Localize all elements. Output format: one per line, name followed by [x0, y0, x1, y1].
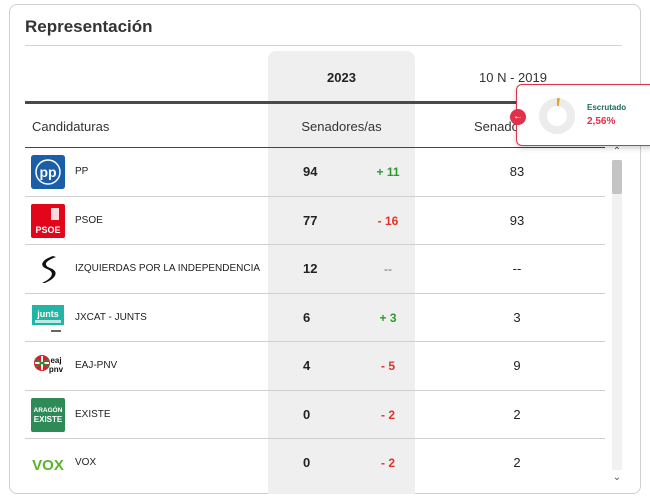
seats-previous: --	[512, 261, 522, 276]
seats-current: 0	[303, 406, 311, 422]
seats-current: 77	[303, 212, 318, 228]
psoe-logo: PSOE	[31, 203, 65, 238]
scrutiny-label: Escrutado	[587, 103, 627, 112]
pnv-logo: eaj pnv	[31, 349, 65, 383]
seats-diff: --	[384, 262, 392, 276]
party-name: PP	[75, 166, 89, 177]
vox-logo-text: VOX	[32, 457, 64, 474]
party-name: PSOE	[75, 214, 103, 226]
party-name: VOX	[75, 457, 97, 468]
vox-logo: VOX	[31, 446, 65, 480]
svg-text:pnv: pnv	[49, 365, 64, 374]
seats-diff: + 11	[376, 165, 400, 179]
scrutiny-value: 2,56%	[587, 116, 616, 127]
junts-logo-mark: junts	[32, 304, 64, 332]
seats-diff: - 2	[380, 456, 395, 470]
seats-diff: - 16	[377, 213, 399, 228]
table-row: junts JxCAT - JUNTS 6 + 3 3	[25, 294, 605, 342]
table-row: PSOE PSOE 77 - 16 93	[25, 197, 605, 245]
header-thick-divider	[25, 101, 622, 104]
seats-previous: 2	[513, 406, 521, 422]
seats-current: 0	[303, 455, 311, 470]
izquierdas-logo-mark	[42, 256, 56, 283]
title-divider	[25, 45, 622, 46]
scrutiny-donut	[539, 98, 575, 134]
pp-logo-mark: pp	[31, 155, 65, 189]
col-header-senadores: Senadores/as	[301, 119, 382, 134]
table-row: ARAGÓN EXISTE EXISTE 0 - 2 2	[25, 391, 605, 439]
current-year-column	[268, 51, 415, 494]
existe-logo: ARAGÓN EXISTE	[31, 397, 65, 432]
col-header-senadores-prev: Senado	[474, 119, 519, 134]
izquierdas-logo	[31, 252, 65, 286]
pp-logo-text: pp	[39, 164, 56, 180]
scrutiny-popup: ← Escrutado 2,56%	[510, 84, 650, 146]
results-table: pp PP 94 + 11 83 PSOE PSOE 77 - 16 93 IZ…	[25, 148, 605, 488]
junts-logo-text: junts	[36, 309, 59, 319]
col-header-candidaturas: Candidaturas	[32, 119, 110, 134]
table-row: IZQUIERDAS POR LA INDEPENDENCIA 12 -- --	[25, 245, 605, 294]
seats-current: 94	[303, 164, 318, 179]
seats-diff: - 2	[380, 407, 395, 422]
psoe-logo-text: PSOE	[35, 225, 60, 235]
seats-current: 4	[303, 358, 311, 373]
seats-current: 6	[303, 309, 311, 325]
seats-current: 12	[303, 261, 318, 276]
seats-previous: 83	[509, 164, 525, 179]
year-current-header: 2023	[327, 70, 356, 85]
page-title: Representación	[25, 17, 153, 36]
seats-previous: 9	[513, 358, 521, 373]
svg-text:eaj: eaj	[50, 356, 61, 365]
scroll-track[interactable]	[612, 160, 622, 470]
donut-track	[539, 98, 575, 134]
svg-text:EXISTE: EXISTE	[34, 415, 63, 424]
pnv-logo-mark: eaj pnv	[34, 355, 64, 374]
seats-diff: - 5	[380, 359, 395, 373]
seats-previous: 93	[509, 212, 525, 228]
donut-fill	[539, 98, 575, 134]
scroll-thumb[interactable]	[612, 160, 622, 194]
pp-logo: pp	[31, 155, 65, 189]
party-name: JxCAT - JUNTS	[75, 311, 147, 323]
party-name: EAJ-PNV	[75, 360, 118, 371]
year-previous-header: 10 N - 2019	[479, 70, 547, 85]
seats-diff: + 3	[379, 310, 397, 325]
scroll-down-icon[interactable]: ⌄	[612, 472, 622, 483]
table-row: pp PP 94 + 11 83	[25, 148, 605, 197]
seats-previous: 3	[513, 309, 521, 325]
junts-logo: junts	[31, 300, 65, 335]
table-scrollbar[interactable]: ⌃ ⌄	[610, 146, 624, 484]
scroll-up-icon[interactable]: ⌃	[612, 146, 622, 157]
svg-text:ARAGÓN: ARAGÓN	[34, 405, 63, 414]
party-name: IZQUIERDAS POR LA INDEPENDENCIA	[75, 263, 261, 274]
arrow-left-icon[interactable]: ←	[510, 109, 526, 125]
table-row: VOX VOX 0 - 2 2	[25, 439, 605, 488]
column-header-divider	[25, 147, 605, 148]
existe-logo-mark: ARAGÓN EXISTE	[31, 397, 65, 432]
vox-logo-mark: VOX	[32, 457, 64, 474]
seats-previous: 2	[513, 455, 521, 470]
psoe-logo-mark: PSOE	[31, 203, 65, 238]
table-row: eaj pnv EAJ-PNV 4 - 5 9	[25, 342, 605, 391]
party-name: EXISTE	[75, 408, 111, 420]
